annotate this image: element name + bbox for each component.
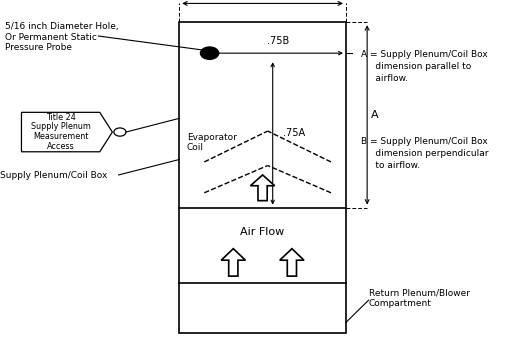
Text: dimension parallel to: dimension parallel to <box>361 62 471 71</box>
Text: .75B: .75B <box>267 36 289 46</box>
Text: B = Supply Plenum/Coil Box: B = Supply Plenum/Coil Box <box>361 137 488 146</box>
Text: Measurement: Measurement <box>33 132 88 141</box>
Text: Return Plenum/Blower
Compartment: Return Plenum/Blower Compartment <box>369 289 470 308</box>
Polygon shape <box>221 249 245 276</box>
Text: Title 24: Title 24 <box>46 113 75 121</box>
Circle shape <box>200 47 219 59</box>
Text: Evaporator
Coil: Evaporator Coil <box>187 133 237 152</box>
Text: .75A: .75A <box>283 128 305 139</box>
Text: airflow.: airflow. <box>361 74 408 83</box>
Polygon shape <box>250 175 275 201</box>
Text: 5/16 inch Diameter Hole,
Or Permanent Static
Pressure Probe: 5/16 inch Diameter Hole, Or Permanent St… <box>5 22 119 52</box>
Polygon shape <box>280 249 304 276</box>
Text: Supply Plenum: Supply Plenum <box>31 122 90 131</box>
Text: Air Flow: Air Flow <box>240 226 285 237</box>
Text: A: A <box>371 110 379 120</box>
Text: dimension perpendicular: dimension perpendicular <box>361 149 488 158</box>
Text: Access: Access <box>47 142 74 151</box>
Text: to airflow.: to airflow. <box>361 161 420 170</box>
Text: A = Supply Plenum/Coil Box: A = Supply Plenum/Coil Box <box>361 50 488 59</box>
Text: Supply Plenum/Coil Box: Supply Plenum/Coil Box <box>0 171 108 180</box>
